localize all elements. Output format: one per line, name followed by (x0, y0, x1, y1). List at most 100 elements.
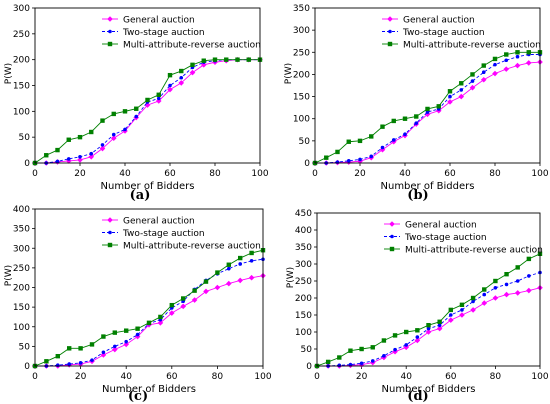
data-point (112, 346, 118, 353)
data-point (525, 60, 532, 66)
y-axis-label: P(W) (286, 267, 296, 288)
data-point (134, 106, 139, 111)
y-tick-label: 250 (13, 264, 30, 274)
data-point (492, 56, 498, 62)
data-point (78, 155, 82, 159)
legend-entry: Two-stage auction (384, 233, 487, 243)
legend-marker (389, 221, 395, 227)
data-point (145, 97, 150, 103)
data-point (404, 329, 409, 335)
y-axis-label: P(W) (284, 63, 294, 84)
data-point (113, 344, 117, 349)
data-point (122, 109, 128, 114)
data-point (447, 89, 453, 94)
data-point (246, 57, 251, 62)
data-point (337, 355, 342, 360)
data-point (358, 157, 362, 162)
data-point (470, 72, 475, 77)
data-point (504, 272, 509, 277)
data-point (504, 58, 509, 63)
data-point (415, 335, 420, 339)
data-point (178, 80, 185, 86)
data-point (168, 83, 172, 88)
series-1 (315, 270, 542, 368)
data-point (346, 158, 351, 163)
x-tick-label: 100 (531, 169, 548, 179)
data-point (249, 250, 254, 256)
legend-entry: Multi-attribute-reverse auction (384, 245, 543, 255)
data-point (515, 265, 520, 270)
data-point (493, 278, 498, 284)
data-point (100, 118, 105, 123)
data-point (459, 302, 465, 307)
data-point (470, 295, 476, 301)
y-tick-label: 50 (19, 133, 31, 143)
data-point (414, 114, 419, 119)
legend-marker (107, 217, 113, 223)
y-tick-label: 0 (24, 159, 30, 169)
data-point (135, 332, 140, 337)
plot-frame (34, 208, 264, 367)
x-tick-label: 100 (251, 169, 268, 179)
legend-marker (389, 246, 395, 252)
data-point (44, 359, 49, 364)
y-tick-label: 300 (13, 244, 30, 254)
y-tick-label: 0 (24, 362, 30, 372)
data-point (181, 296, 186, 301)
panel-caption: (c) (128, 389, 148, 404)
data-point (458, 93, 465, 100)
x-tick-label: 0 (314, 372, 320, 382)
data-point (493, 62, 497, 67)
data-point (89, 342, 95, 347)
data-point (203, 279, 209, 284)
series-2 (314, 251, 543, 369)
y-tick-label: 200 (293, 70, 310, 80)
chart-panel: 0 20 40 60 80 100 0 50 100 150 200 250 300 350 400 Numb… (4, 205, 272, 404)
legend-label: Two-stage auction (402, 28, 485, 38)
data-point (492, 70, 498, 77)
data-point (100, 143, 105, 147)
data-point (167, 72, 173, 78)
data-point (248, 274, 255, 281)
data-point (482, 292, 487, 297)
y-tick-label: 450 (295, 209, 312, 219)
data-point (179, 68, 184, 74)
legend-entry: Multi-attribute-reverse auction (102, 40, 261, 50)
legend-entry: General auction (102, 216, 195, 226)
data-point (111, 132, 116, 137)
data-point (66, 157, 71, 161)
data-point (493, 286, 498, 290)
data-point (515, 279, 520, 283)
y-axis-label: P(W) (4, 265, 14, 286)
data-point (414, 121, 419, 125)
data-point (402, 116, 408, 121)
data-point (200, 62, 207, 68)
legend-entry: Two-stage auction (382, 28, 485, 38)
series-line (35, 59, 260, 164)
data-point (201, 58, 206, 63)
legend-entry: Multi-attribute-reverse auction (382, 40, 541, 50)
data-point (67, 362, 71, 366)
legend-label: Two-stage auction (122, 229, 205, 239)
x-tick-label: 100 (531, 372, 548, 382)
y-tick-label: 150 (293, 93, 310, 103)
data-point (77, 134, 83, 140)
data-point (100, 352, 107, 358)
data-point (515, 54, 520, 59)
plot-frame (314, 7, 541, 164)
panel-caption: (a) (130, 188, 151, 203)
data-point (158, 314, 163, 320)
x-tick-label: 40 (400, 372, 412, 382)
data-point (124, 328, 129, 333)
data-point (359, 361, 364, 366)
plot-frame (316, 212, 541, 367)
legend-marker (388, 29, 392, 34)
data-point (481, 70, 486, 75)
data-point (504, 282, 509, 287)
data-point (471, 299, 475, 304)
data-point (55, 147, 60, 153)
x-tick-label: 80 (490, 372, 502, 382)
data-point (157, 320, 164, 326)
chart-panel: 0 20 40 60 80 100 0 50 100 150 200 250 300 350 Number … (284, 4, 549, 203)
data-point (325, 359, 331, 365)
